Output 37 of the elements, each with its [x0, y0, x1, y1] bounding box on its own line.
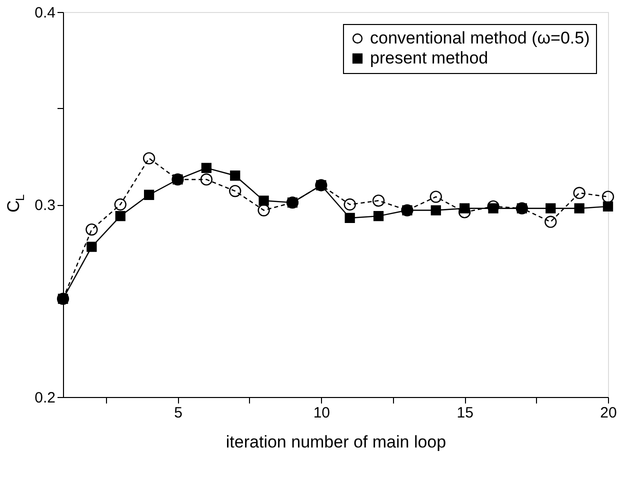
point	[546, 203, 556, 214]
y-tick-label: 0.3	[34, 197, 56, 214]
point	[488, 203, 498, 214]
x-tick-label: 5	[174, 404, 182, 422]
y-axis-title: CL	[4, 194, 27, 212]
point	[115, 210, 126, 222]
point	[114, 198, 126, 211]
y-tick-label: 0.2	[34, 390, 56, 406]
x-tick-label: 20	[600, 404, 617, 422]
legend-label: conventional method (ω=0.5)	[370, 28, 590, 48]
point	[573, 186, 586, 200]
legend-label: present method	[370, 48, 488, 68]
point	[144, 190, 154, 200]
y-tick-label: 0.4	[34, 4, 56, 22]
point	[602, 201, 614, 212]
point	[258, 204, 270, 216]
point	[86, 223, 98, 236]
x-tick-label: 10	[313, 404, 330, 422]
point	[201, 162, 212, 173]
point	[229, 184, 242, 198]
point	[258, 196, 269, 206]
point	[344, 198, 356, 211]
point	[372, 194, 385, 207]
point	[200, 173, 212, 186]
point	[344, 212, 355, 224]
point	[460, 203, 470, 214]
point	[430, 190, 442, 203]
point	[574, 203, 584, 214]
point	[86, 242, 97, 252]
point	[373, 210, 384, 222]
point	[230, 170, 240, 181]
point	[544, 216, 557, 228]
point	[602, 190, 614, 203]
point	[142, 152, 156, 164]
point	[430, 205, 441, 216]
x-axis-title: iteration number of main loop	[226, 432, 446, 452]
x-tick-label: 15	[456, 404, 474, 422]
